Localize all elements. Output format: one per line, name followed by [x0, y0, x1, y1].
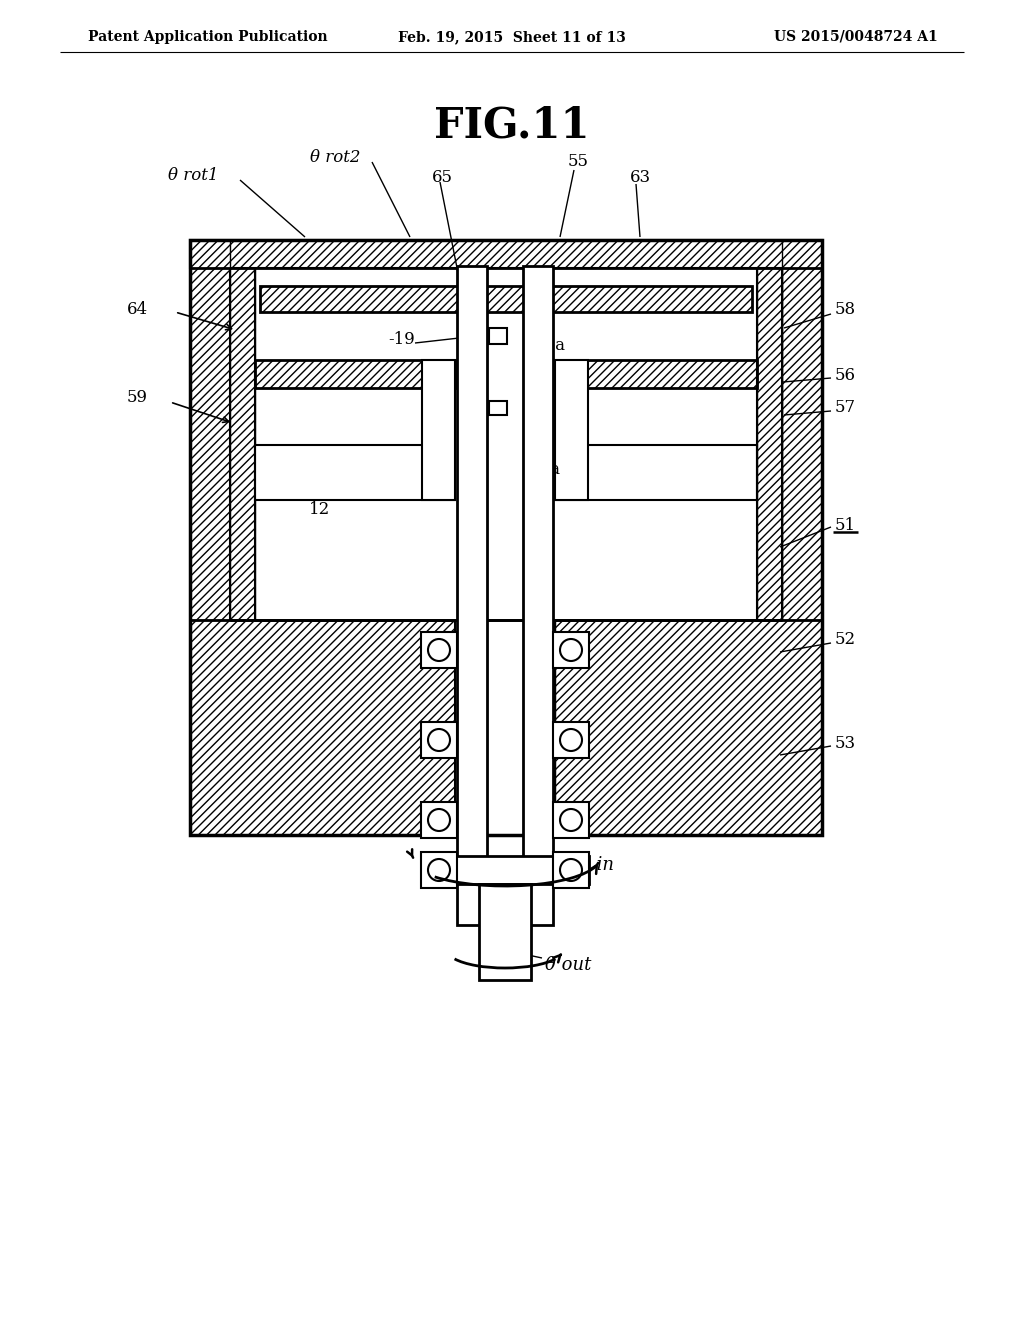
Text: Patent Application Publication: Patent Application Publication: [88, 30, 328, 44]
Text: 57: 57: [835, 400, 856, 417]
Bar: [190, 240, 822, 268]
Bar: [479, 884, 531, 979]
Text: US 2015/0048724 A1: US 2015/0048724 A1: [774, 30, 938, 44]
Bar: [553, 851, 589, 888]
Text: 55: 55: [568, 153, 589, 170]
Text: θ rot1: θ rot1: [168, 166, 218, 183]
Circle shape: [560, 809, 582, 832]
Bar: [523, 267, 553, 925]
Text: 53: 53: [835, 734, 856, 751]
Text: 64: 64: [127, 301, 148, 318]
Bar: [255, 360, 455, 388]
Bar: [457, 267, 487, 925]
Bar: [421, 855, 589, 884]
Circle shape: [428, 639, 450, 661]
Bar: [421, 803, 457, 838]
Bar: [555, 360, 588, 500]
Text: 57a: 57a: [530, 462, 561, 479]
Bar: [553, 803, 589, 838]
Circle shape: [560, 729, 582, 751]
Bar: [782, 240, 822, 836]
Bar: [421, 632, 457, 668]
Circle shape: [560, 859, 582, 880]
Bar: [255, 445, 455, 500]
Text: 58: 58: [835, 301, 856, 318]
Text: θ rot2: θ rot2: [310, 149, 360, 165]
Text: 56: 56: [835, 367, 856, 384]
Bar: [190, 240, 822, 836]
Circle shape: [428, 729, 450, 751]
Bar: [421, 851, 457, 888]
Text: 12: 12: [309, 502, 331, 519]
Circle shape: [428, 809, 450, 832]
Bar: [757, 268, 782, 620]
Text: 63: 63: [630, 169, 651, 186]
Text: 52: 52: [835, 631, 856, 648]
Bar: [190, 240, 230, 836]
Text: 59: 59: [127, 389, 148, 407]
Text: 51: 51: [835, 516, 856, 533]
Bar: [555, 445, 757, 500]
Bar: [489, 401, 507, 414]
Bar: [421, 722, 457, 758]
Text: FIG.11: FIG.11: [434, 104, 590, 147]
Text: θ out: θ out: [545, 956, 592, 974]
Text: 65: 65: [432, 169, 453, 186]
Bar: [190, 620, 455, 836]
Bar: [230, 268, 255, 620]
Text: Feb. 19, 2015  Sheet 11 of 13: Feb. 19, 2015 Sheet 11 of 13: [398, 30, 626, 44]
Bar: [553, 632, 589, 668]
Circle shape: [560, 639, 582, 661]
Bar: [555, 620, 822, 836]
Bar: [260, 286, 752, 312]
Bar: [555, 360, 757, 388]
Bar: [553, 722, 589, 758]
Bar: [422, 360, 455, 500]
Text: 58a: 58a: [535, 337, 566, 354]
Text: -19: -19: [388, 331, 415, 348]
Text: θ in: θ in: [580, 855, 614, 874]
Circle shape: [428, 859, 450, 880]
Bar: [489, 327, 507, 345]
